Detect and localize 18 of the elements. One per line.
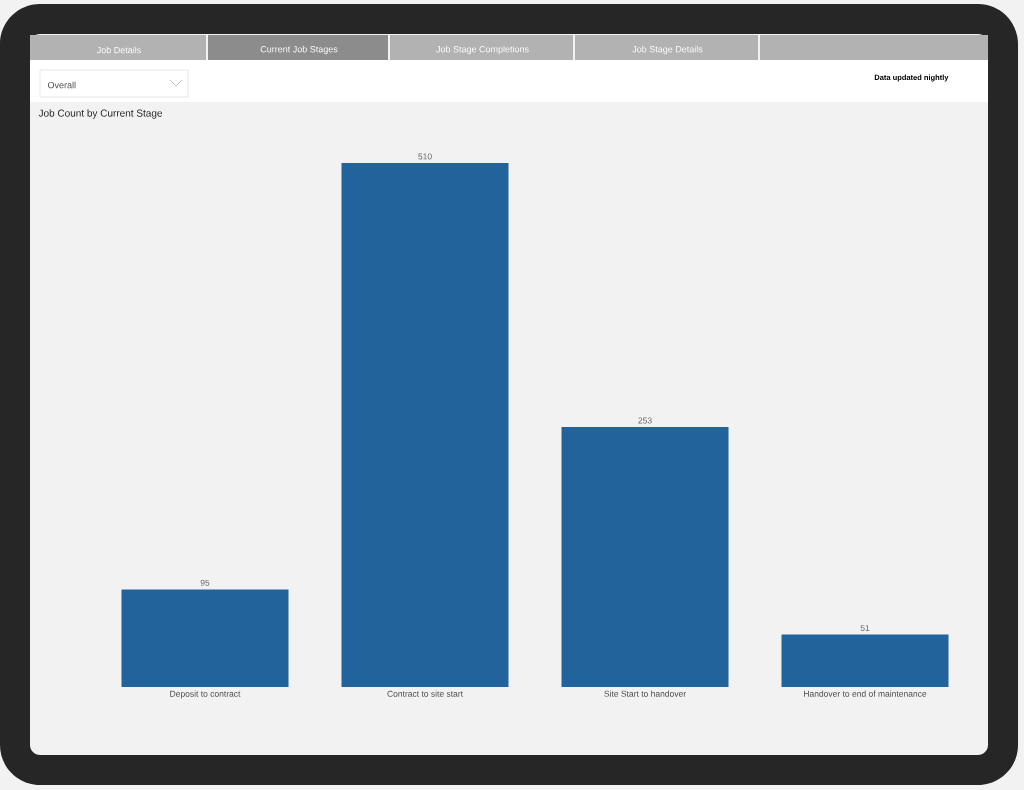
data-label: 510 [418,153,432,160]
bar [561,427,729,687]
text: Job Details [96,46,141,54]
bar [121,589,289,687]
x-tick-label: Deposit to contract [170,690,241,699]
x-tick-label: Handover to end of maintenance [804,690,927,697]
text: Job Stage Details [632,45,703,55]
data-label: 253 [638,417,652,424]
x-tick-label: Site Start to handover [604,690,686,697]
data-label: 51 [860,625,870,632]
text: Current Job Stages [260,45,338,55]
x-tick-label: Contract to site start [387,690,463,697]
text: Job Stage Completions [436,45,529,55]
bar [781,634,949,687]
text: Overall [47,81,76,89]
bar [341,162,509,687]
data-label: 95 [200,579,210,586]
chart-title: Job Count by Current Stage [38,109,163,119]
